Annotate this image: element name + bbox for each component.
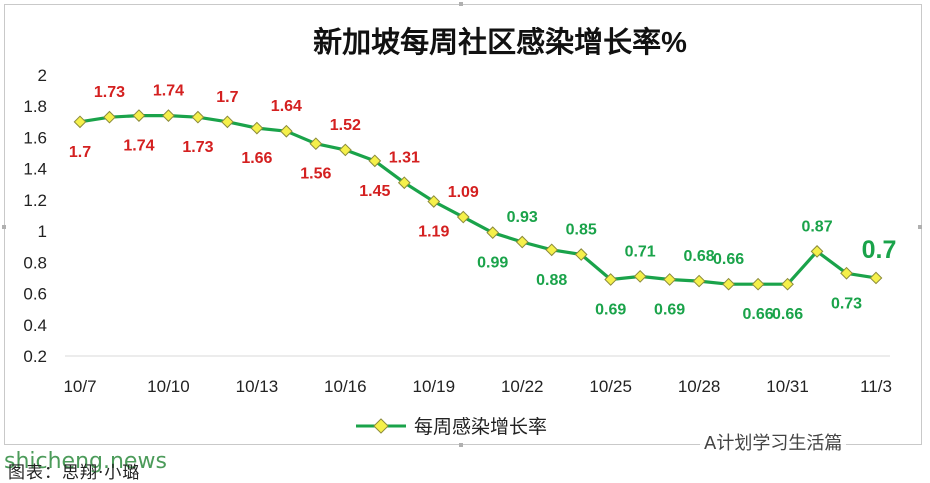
data-label: 0.68 [684, 248, 715, 265]
data-label: 0.69 [595, 302, 626, 319]
data-label: 1.45 [359, 183, 390, 200]
y-tick-label: 1.2 [23, 191, 47, 210]
legend-marker-icon [373, 418, 389, 434]
data-label: 0.93 [507, 209, 538, 226]
data-label: 1.7 [69, 144, 91, 161]
data-point [663, 273, 676, 286]
y-tick-label: 0.2 [23, 347, 47, 366]
data-point [869, 271, 883, 285]
data-point [456, 210, 470, 224]
data-point [545, 243, 559, 257]
data-point [250, 121, 264, 135]
x-tick-label: 10/13 [236, 377, 279, 396]
wechat-account: A计划学习生活篇 [700, 429, 847, 455]
resize-handle[interactable] [459, 2, 463, 6]
data-label: 0.87 [801, 218, 832, 235]
data-point [810, 245, 824, 258]
data-point [280, 124, 293, 138]
x-axis: 10/7 10/10 10/13 10/16 10/19 10/22 10/25 10/28 1… [63, 355, 892, 396]
data-point [132, 109, 146, 122]
data-label: 1.73 [94, 84, 125, 101]
data-point [574, 248, 588, 261]
x-tick-label: 10/28 [678, 377, 721, 396]
data-label: 0.66 [772, 306, 803, 323]
data-label: 1.52 [330, 117, 361, 134]
data-point [73, 115, 87, 129]
y-tick-label: 0.8 [23, 253, 47, 272]
data-point [162, 109, 175, 122]
data-point [604, 273, 618, 286]
y-tick-label: 0.4 [23, 316, 47, 335]
data-label: 0.69 [654, 302, 685, 319]
data-label: 1.64 [271, 98, 302, 115]
data-point [633, 270, 647, 283]
data-point [751, 277, 765, 291]
data-label: 1.74 [153, 83, 184, 100]
data-label: 0.85 [566, 222, 597, 239]
data-label: 1.74 [123, 138, 154, 155]
data-point [397, 176, 411, 190]
data-label: 1.66 [241, 150, 272, 167]
y-tick-label: 2 [38, 66, 47, 85]
series-line [73, 109, 883, 291]
resize-handle[interactable] [459, 443, 463, 447]
x-tick-label: 10/7 [63, 377, 96, 396]
data-label: 0.66 [743, 306, 774, 323]
data-label: 0.7 [862, 236, 897, 264]
chart-title: 新加坡每周社区感染增长率% [313, 25, 687, 59]
x-tick-label: 10/19 [413, 377, 456, 396]
y-tick-label: 1.6 [23, 128, 47, 147]
y-tick-label: 1.8 [23, 97, 47, 116]
resize-handle[interactable] [2, 225, 6, 229]
data-label: 0.88 [536, 272, 567, 289]
data-label: 1.73 [182, 139, 213, 156]
legend-label: 每周感染增长率 [414, 416, 547, 438]
data-point [309, 137, 323, 151]
resize-handle[interactable] [918, 225, 922, 229]
data-point [781, 277, 794, 291]
data-label: 1.09 [448, 184, 479, 201]
data-label: 1.56 [300, 166, 331, 183]
data-point [338, 143, 352, 157]
data-point [840, 266, 853, 280]
y-tick-label: 1.4 [23, 160, 47, 179]
y-tick-label: 1 [38, 222, 47, 241]
watermark: shicheng.news [4, 449, 167, 474]
data-point [722, 277, 735, 291]
data-point [103, 110, 116, 124]
data-label: 1.7 [216, 89, 238, 106]
data-label: 0.99 [477, 255, 508, 272]
data-label: 0.73 [831, 295, 862, 312]
data-label: 1.19 [418, 223, 449, 240]
legend: 每周感染增长率 [356, 416, 547, 438]
data-label: 0.66 [713, 251, 744, 268]
source-credit: 图表：思翔·小璐 [8, 463, 141, 483]
data-label: 1.31 [389, 150, 420, 167]
series-line-path [79, 113, 877, 286]
data-point [191, 110, 205, 124]
data-point [221, 115, 234, 129]
data-point [368, 154, 382, 168]
data-point [427, 195, 441, 208]
data-point [515, 235, 529, 249]
chart-frame [4, 4, 922, 445]
data-label: 0.71 [625, 243, 656, 260]
x-tick-label: 11/3 [860, 377, 892, 396]
data-point [486, 226, 500, 240]
x-tick-label: 10/31 [766, 377, 809, 396]
y-axis: 2 1.8 1.6 1.4 1.2 1 0.8 0.6 0.4 0.2 [23, 66, 47, 366]
x-tick-label: 10/16 [324, 377, 367, 396]
data-point [692, 274, 706, 288]
x-tick-label: 10/22 [501, 377, 544, 396]
data-labels: 1.7 1.73 1.74 1.74 1.73 1.7 1.66 1.64 1.56 1.52 1.… [69, 83, 897, 324]
y-tick-label: 0.6 [23, 285, 47, 304]
x-tick-label: 10/10 [147, 377, 190, 396]
x-tick-label: 10/25 [589, 377, 632, 396]
